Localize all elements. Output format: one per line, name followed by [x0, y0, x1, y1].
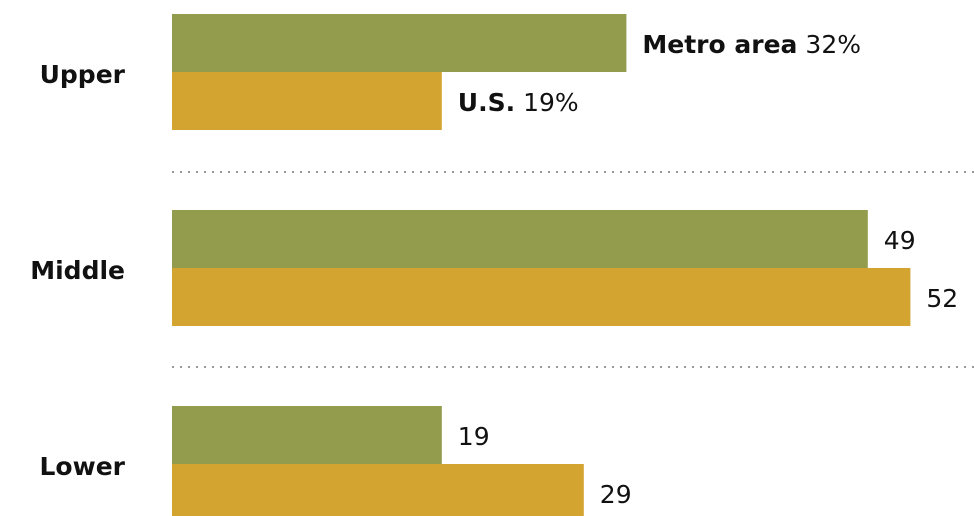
- value-label: 49: [884, 226, 916, 255]
- category-label: Middle: [30, 256, 125, 285]
- bar: [172, 210, 868, 268]
- series-name: Metro area: [642, 30, 797, 59]
- bar: [172, 406, 442, 464]
- bar: [172, 72, 442, 130]
- series-name: U.S.: [458, 88, 515, 117]
- category-label: Lower: [40, 452, 126, 481]
- value-label: 29: [600, 480, 632, 509]
- bar: [172, 268, 911, 326]
- value-label: 19: [458, 422, 490, 451]
- bar: [172, 464, 584, 516]
- value-label: 52: [926, 284, 958, 313]
- category-label: Upper: [40, 60, 126, 89]
- value-label: 19%: [523, 88, 579, 117]
- bar: [172, 14, 627, 72]
- value-label: 32%: [805, 30, 861, 59]
